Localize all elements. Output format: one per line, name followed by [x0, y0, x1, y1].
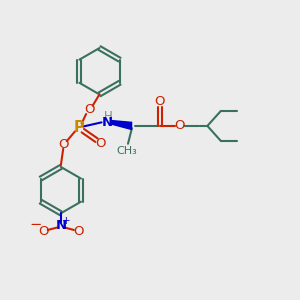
Text: CH₃: CH₃	[116, 146, 137, 156]
Text: O: O	[84, 103, 94, 116]
Text: O: O	[95, 137, 105, 150]
Text: O: O	[174, 119, 184, 132]
Text: O: O	[73, 225, 83, 238]
Text: +: +	[61, 216, 70, 226]
Polygon shape	[112, 121, 132, 130]
Text: N: N	[55, 219, 66, 232]
Text: P: P	[73, 120, 84, 135]
Text: O: O	[154, 95, 165, 108]
Text: H: H	[104, 110, 112, 123]
Text: O: O	[58, 138, 69, 151]
Text: N: N	[101, 116, 112, 129]
Text: O: O	[38, 225, 49, 238]
Text: −: −	[30, 217, 42, 232]
